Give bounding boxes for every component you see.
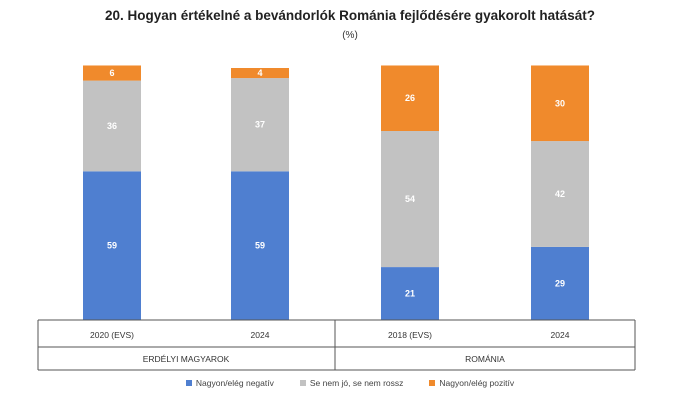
chart-legend: Nagyon/elég negatív Se nem jó, se nem ro… bbox=[0, 378, 700, 388]
legend-item-positive: Nagyon/elég pozitív bbox=[429, 378, 514, 388]
data-label-negative: 59 bbox=[255, 241, 265, 251]
data-label-negative: 59 bbox=[107, 241, 117, 251]
data-label-neutral: 36 bbox=[107, 121, 117, 131]
bar-segment-neutral bbox=[531, 141, 589, 247]
legend-item-negative: Nagyon/elég negatív bbox=[185, 378, 274, 388]
legend-label-neutral: Se nem jó, se nem rossz bbox=[309, 378, 404, 388]
bar-segment-positive bbox=[531, 65, 589, 142]
data-label-positive: 26 bbox=[405, 93, 415, 103]
category-label: 2020 (EVS) bbox=[90, 330, 134, 340]
legend-swatch-positive bbox=[429, 380, 436, 386]
data-label-negative: 21 bbox=[405, 289, 415, 299]
data-label-positive: 6 bbox=[109, 68, 114, 78]
legend-label-positive: Nagyon/elég pozitív bbox=[439, 378, 515, 388]
data-label-positive: 30 bbox=[555, 98, 565, 108]
bar-segment-neutral bbox=[231, 78, 289, 172]
chart-title: 20. Hogyan értékelné a bevándorlók Román… bbox=[105, 8, 595, 23]
legend-item-neutral: Se nem jó, se nem rossz bbox=[299, 378, 404, 388]
data-label-neutral: 37 bbox=[255, 120, 265, 130]
bar-segment-negative bbox=[231, 171, 289, 320]
category-label: 2024 bbox=[551, 330, 570, 340]
bar-segment-positive bbox=[381, 65, 439, 131]
bar-segment-positive bbox=[83, 65, 141, 81]
category-label: 2018 (EVS) bbox=[388, 330, 432, 340]
group-label: ERDÉLYI MAGYAROK bbox=[143, 354, 230, 364]
bar-segment-positive bbox=[231, 68, 289, 79]
legend-swatch-negative bbox=[185, 380, 192, 386]
bar-segment-negative bbox=[381, 267, 439, 320]
chart-subtitle: (%) bbox=[342, 30, 358, 41]
legend-label-negative: Nagyon/elég negatív bbox=[195, 378, 274, 388]
data-label-positive: 4 bbox=[257, 68, 262, 78]
data-label-negative: 29 bbox=[555, 278, 565, 288]
group-label: ROMÁNIA bbox=[465, 354, 505, 364]
category-label: 2024 bbox=[251, 330, 270, 340]
bar-segment-negative bbox=[83, 171, 141, 320]
bar-segment-neutral bbox=[83, 80, 141, 172]
bar-segment-neutral bbox=[381, 131, 439, 268]
bar-segment-negative bbox=[531, 246, 589, 320]
data-label-neutral: 54 bbox=[405, 194, 415, 204]
legend-swatch-neutral bbox=[299, 380, 306, 386]
data-label-neutral: 42 bbox=[555, 189, 565, 199]
